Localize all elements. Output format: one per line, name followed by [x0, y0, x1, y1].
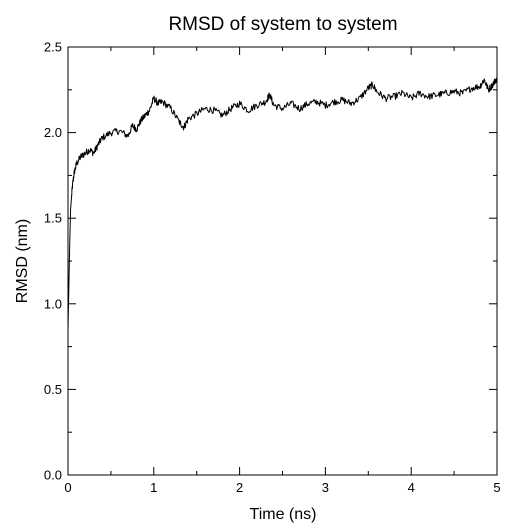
- y-tick-label: 1.0: [44, 296, 62, 311]
- series-group: [67, 77, 498, 330]
- x-tick-label: 0: [64, 480, 71, 495]
- y-tick-label: 1.5: [44, 211, 62, 226]
- chart-title: RMSD of system to system: [168, 14, 397, 35]
- y-tick-label: 0.5: [44, 382, 62, 397]
- x-tick-label: 2: [236, 480, 243, 495]
- x-axis-label: Time (ns): [250, 506, 317, 523]
- x-tick-label: 5: [493, 480, 500, 495]
- x-axis-ticks: 0 1 2 3 4 5: [64, 47, 501, 495]
- x-tick-label: 3: [322, 480, 329, 495]
- x-tick-label: 4: [408, 480, 415, 495]
- y-tick-label: 2.5: [44, 40, 62, 55]
- rmsd-series-line: [67, 77, 498, 330]
- y-tick-label: 2.0: [44, 125, 62, 140]
- y-axis-label: RMSD (nm): [14, 219, 31, 303]
- y-tick-label: 0.0: [44, 468, 62, 483]
- y-axis-ticks: 0.0 0.5 1.0 1.5 2.0 2.5: [44, 40, 497, 483]
- x-tick-label: 1: [150, 480, 157, 495]
